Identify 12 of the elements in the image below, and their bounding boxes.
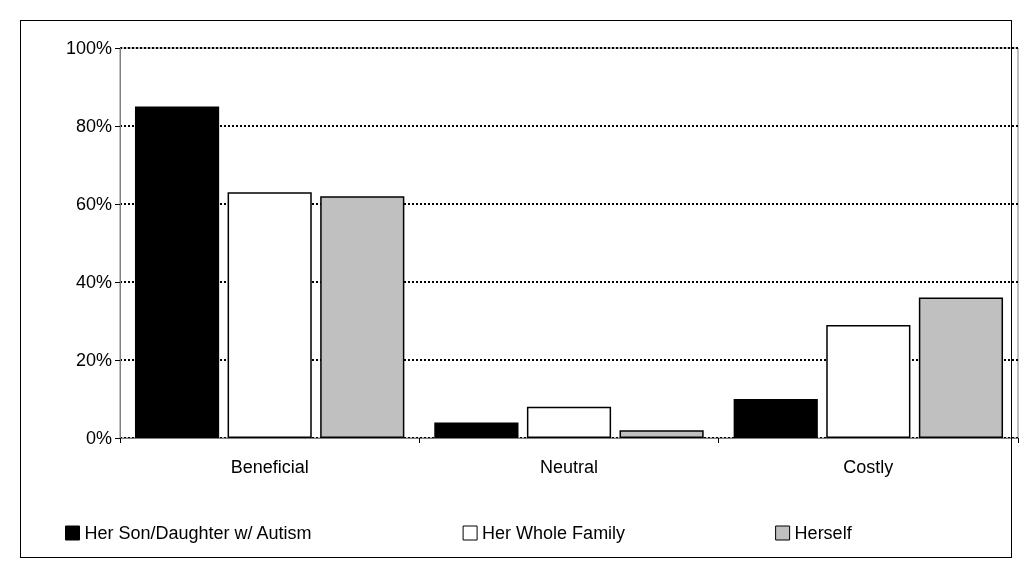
x-tick-label: Beneficial bbox=[230, 457, 309, 477]
legend-label: Her Whole Family bbox=[482, 523, 626, 543]
y-tick-label: 0% bbox=[85, 428, 112, 448]
legend-label: Her Son/Daughter w/ Autism bbox=[84, 523, 312, 543]
y-tick-label: 100% bbox=[65, 38, 112, 58]
y-tick-label: 20% bbox=[75, 350, 112, 370]
legend-label: Herself bbox=[794, 523, 853, 543]
y-tick-label: 80% bbox=[75, 116, 112, 136]
y-tick-label: 40% bbox=[75, 272, 112, 292]
x-tick-label: Costly bbox=[843, 457, 894, 477]
x-tick-label: Neutral bbox=[539, 457, 599, 477]
y-tick-label: 60% bbox=[75, 194, 112, 214]
